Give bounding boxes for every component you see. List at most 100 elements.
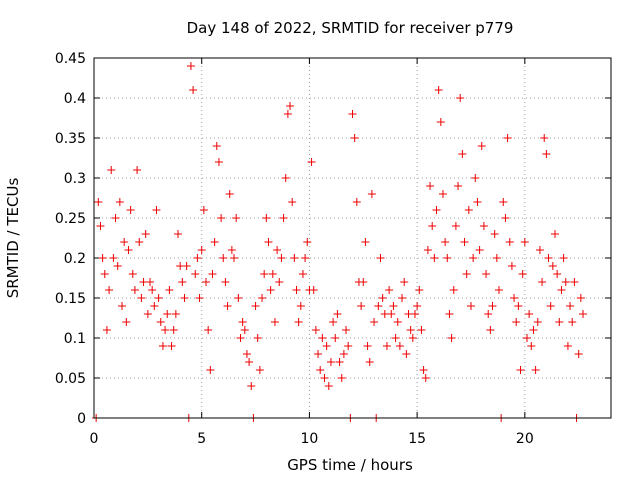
data-point [529,326,538,334]
data-point [311,326,320,334]
data-point [217,214,226,222]
y-axis-label: SRMTID / TECUs [4,178,22,299]
data-point [555,318,564,326]
data-point [260,270,269,278]
y-tick-label: 0.15 [55,291,86,307]
data-point [247,382,256,390]
data-point [115,198,124,206]
data-point [337,374,346,382]
data-point [516,366,525,374]
data-point [361,238,370,246]
data-point [197,246,206,254]
data-point [578,310,587,318]
data-point [514,302,523,310]
data-point [273,246,282,254]
data-point [266,286,275,294]
data-point [438,190,447,198]
data-point [180,294,189,302]
data-point [507,262,516,270]
y-tick-label: 0.2 [64,251,86,267]
data-point [161,326,170,334]
data-point [559,254,568,262]
data-point [466,302,475,310]
data-point [314,350,323,358]
data-point [531,366,540,374]
data-point [212,142,221,150]
data-point [413,302,422,310]
data-point [550,230,559,238]
data-point [426,182,435,190]
data-point [410,310,419,318]
data-point [135,238,144,246]
data-point [251,302,260,310]
data-point [527,342,536,350]
data-point [281,174,290,182]
data-point [169,326,178,334]
data-point [245,358,254,366]
data-point [445,310,454,318]
data-point [199,206,208,214]
data-point [518,270,527,278]
tick-labels: 0 0.05 0.1 0.15 0.2 0.25 0.3 0.35 0.4 0.45 0 5 10 15 2… [55,51,534,447]
data-point [255,366,264,374]
data-point [219,254,228,262]
data-point [186,62,195,70]
data-point [193,254,202,262]
data-point [473,198,482,206]
data-point [350,134,359,142]
data-point [214,158,223,166]
data-point [408,334,417,342]
data-point [546,302,555,310]
data-point [520,238,529,246]
data-point [423,246,432,254]
data-point [434,86,443,94]
data-point [223,302,232,310]
data-point [158,342,167,350]
data-point [436,118,445,126]
data-point [544,254,553,262]
data-point [365,358,374,366]
data-point [421,374,430,382]
data-point [333,310,342,318]
data-point [342,326,351,334]
data-point [454,182,463,190]
x-tick-label: 10 [301,431,319,447]
data-point [501,214,510,222]
data-point [120,238,129,246]
data-point [460,238,469,246]
data-point [156,318,165,326]
data-point [94,198,103,206]
y-tick-label: 0.35 [55,131,86,147]
data-point [105,286,114,294]
data-point [382,342,391,350]
data-point [165,286,174,294]
data-point [122,318,131,326]
data-point [107,166,116,174]
data-point [264,238,273,246]
data-point [98,254,107,262]
data-point [238,318,247,326]
data-point [449,286,458,294]
data-point [522,334,531,342]
data-point [326,358,335,366]
data-point [301,254,310,262]
data-point [126,206,135,214]
data-point [100,270,109,278]
data-point [525,310,534,318]
data-point [359,278,368,286]
data-point [484,310,493,318]
data-point [303,238,312,246]
data-point [283,110,292,118]
data-point [208,270,217,278]
data-point [553,270,562,278]
data-point [292,286,301,294]
data-point [163,310,172,318]
data-point [227,246,236,254]
y-tick-label: 0.05 [55,371,86,387]
data-point [152,206,161,214]
data-point [486,326,495,334]
data-point [137,294,146,302]
data-point [288,198,297,206]
data-point [548,262,557,270]
data-point [111,214,120,222]
